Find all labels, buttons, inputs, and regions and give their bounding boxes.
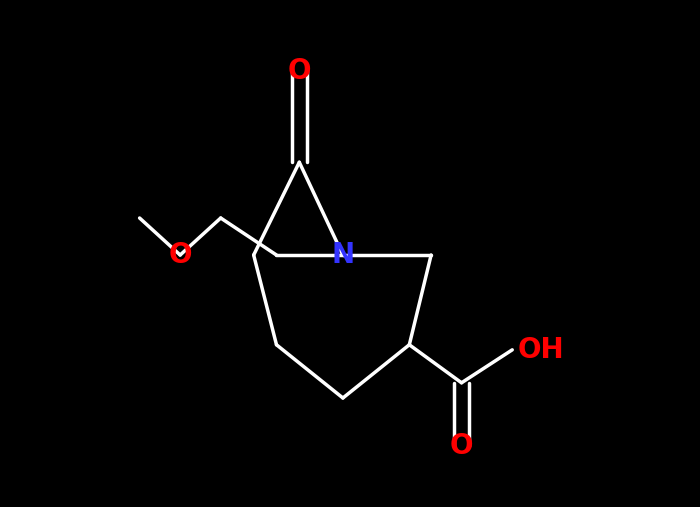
Text: O: O bbox=[288, 57, 311, 85]
Text: O: O bbox=[450, 432, 473, 460]
Text: OH: OH bbox=[517, 336, 564, 364]
Text: O: O bbox=[169, 241, 192, 269]
Text: N: N bbox=[331, 241, 354, 269]
